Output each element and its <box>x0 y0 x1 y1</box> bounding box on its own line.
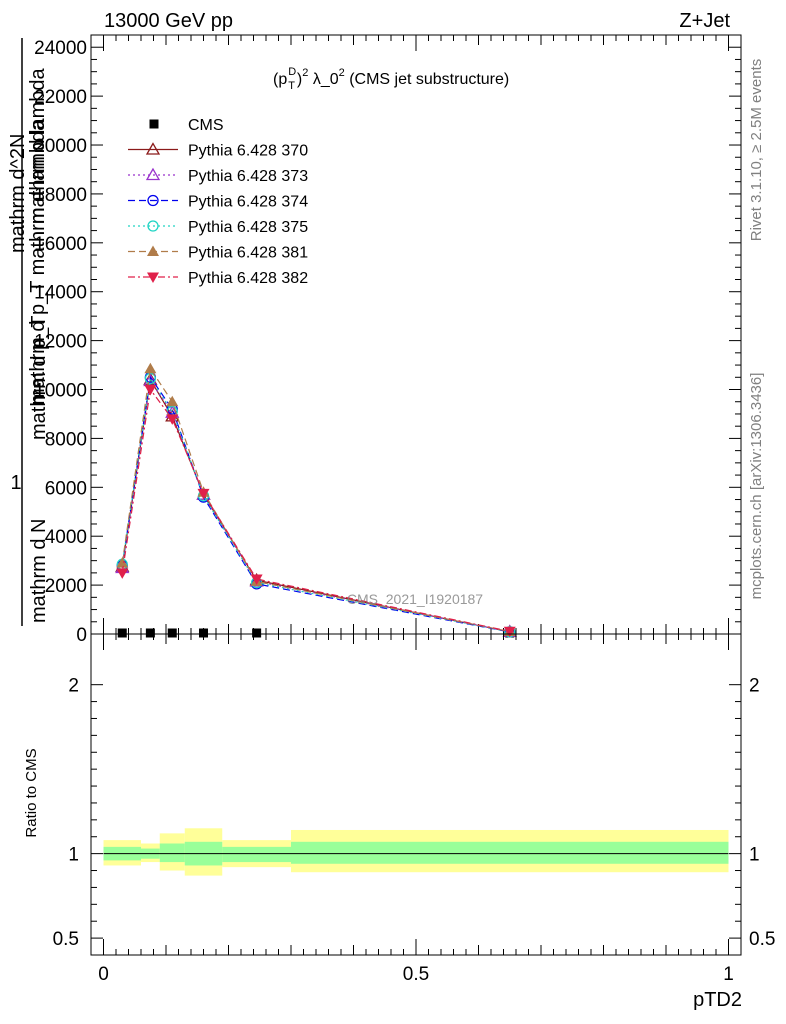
main-ytick-label: 16000 <box>34 234 87 255</box>
energy-label: 13000 GeV pp <box>104 10 233 32</box>
main-ytick-label: 24000 <box>34 38 87 59</box>
ratio-frame <box>90 633 742 956</box>
legend-label: Pythia 6.428 381 <box>188 245 308 262</box>
legend-entry: CMS <box>149 117 224 134</box>
series-point <box>147 272 159 283</box>
main-ytick-label: 12000 <box>34 332 87 353</box>
series-line <box>121 367 510 633</box>
main-ytick-label: 0 <box>76 625 87 646</box>
main-ytick-label: 4000 <box>45 527 87 548</box>
legend-entry: Pythia 6.428 374 <box>128 194 308 211</box>
y-axis-label-line: mathrm d p_T mathrm d lambda <box>27 119 49 405</box>
series-line <box>121 388 510 632</box>
watermark: CMS_2021_I1920187 <box>347 591 483 607</box>
cms-data-point <box>199 628 208 638</box>
main-ytick-label: 22000 <box>34 87 87 108</box>
ratio-xtick-label: 0 <box>98 964 109 985</box>
legend: CMS Pythia 6.428 370 Pythia 6.428 373 Pythi… <box>128 117 308 287</box>
series-point <box>166 395 179 407</box>
ratio-stat-band <box>159 843 185 863</box>
series-point <box>144 372 157 385</box>
main-ytick-label: 20000 <box>34 136 87 157</box>
main-ytick-label: 8000 <box>45 429 87 450</box>
series-point <box>116 557 129 568</box>
series-point <box>503 626 516 638</box>
series-point <box>147 194 159 207</box>
process-label: Z+Jet <box>679 10 730 32</box>
cms-data-point <box>167 628 177 638</box>
ratio-ytick-label: 2 <box>68 676 79 697</box>
y-axis-label-line: mathrm d lambda <box>27 68 49 224</box>
ratio-stat-band <box>222 846 291 863</box>
series-point <box>166 414 179 425</box>
series-point <box>147 220 159 232</box>
legend-entry: Pythia 6.428 375 <box>128 219 308 236</box>
series-point <box>145 167 161 181</box>
series-line <box>121 376 510 633</box>
legend-label: Pythia 6.428 370 <box>188 143 308 160</box>
series-point <box>197 488 210 500</box>
main-ytick-label: 18000 <box>34 185 87 206</box>
ratio-ytick-label-right: 0.5 <box>749 929 775 950</box>
main-ytick-label: 10000 <box>34 381 87 402</box>
series-point <box>145 142 161 155</box>
legend-entry: Pythia 6.428 370 <box>128 142 308 160</box>
series-point <box>250 574 263 585</box>
ratio-xtick-label: 1 <box>723 964 734 985</box>
legend-label: CMS <box>188 117 224 134</box>
legend-label: Pythia 6.428 375 <box>188 219 308 236</box>
main-ytick-label: 6000 <box>45 478 87 499</box>
series-point <box>144 362 157 374</box>
plot-title: (pD T)2 λ_02 (CMS jet substructure) <box>273 66 509 92</box>
mcplots-label: mcplots.cern.ch [arXiv:1306.3436] <box>748 373 765 600</box>
y-axis-label-line: mathrm d p_T <box>28 316 50 440</box>
cms-data-point <box>117 628 127 638</box>
cms-data-point <box>252 628 262 638</box>
main-ytick-label: 2000 <box>45 576 87 597</box>
legend-label: Pythia 6.428 374 <box>188 194 308 211</box>
rivet-label: Rivet 3.1.10, ≥ 2.5M events <box>748 59 765 242</box>
ratio-ytick-label-right: 2 <box>749 676 760 697</box>
series-point <box>144 385 157 396</box>
y-axis-label: 1 mathrm d N mathrm d p_T mathrm d^2Nmathrm… <box>7 38 50 626</box>
ratio-ytick-label: 0.5 <box>53 929 79 950</box>
series-point <box>147 245 159 256</box>
y-axis-label-line: mathrm d N <box>28 519 50 623</box>
legend-entry: Pythia 6.428 373 <box>128 167 308 185</box>
ratio-ytick-label: 1 <box>68 845 79 866</box>
x-axis-label: pTD2 <box>693 989 742 1011</box>
ratio-xtick-label: 0.5 <box>403 964 429 985</box>
legend-label: Pythia 6.428 373 <box>188 168 308 185</box>
y-axis-label-line: mathrm d^2N <box>7 134 29 253</box>
legend-entry: Pythia 6.428 381 <box>128 245 308 262</box>
cms-data-point <box>149 119 159 129</box>
ratio-stat-band <box>291 841 729 864</box>
series-point <box>116 568 129 579</box>
legend-entry: Pythia 6.428 382 <box>128 270 308 287</box>
ratio-ylabel: Ratio to CMS <box>23 748 40 837</box>
ratio-panel: 0.5 0.5 1 1 2 2 0 0.5 1 <box>53 633 775 985</box>
main-ytick-label: 14000 <box>34 283 87 304</box>
y-axis-label-line: 1 <box>10 472 21 494</box>
main-panel: 0 2000 4000 6000 8000 10000 12000 14000 16000 180… <box>34 34 742 646</box>
ratio-ytick-label-right: 1 <box>749 845 760 866</box>
series-6 <box>116 385 516 638</box>
cms-data-point <box>145 628 155 638</box>
legend-label: Pythia 6.428 382 <box>188 270 308 287</box>
